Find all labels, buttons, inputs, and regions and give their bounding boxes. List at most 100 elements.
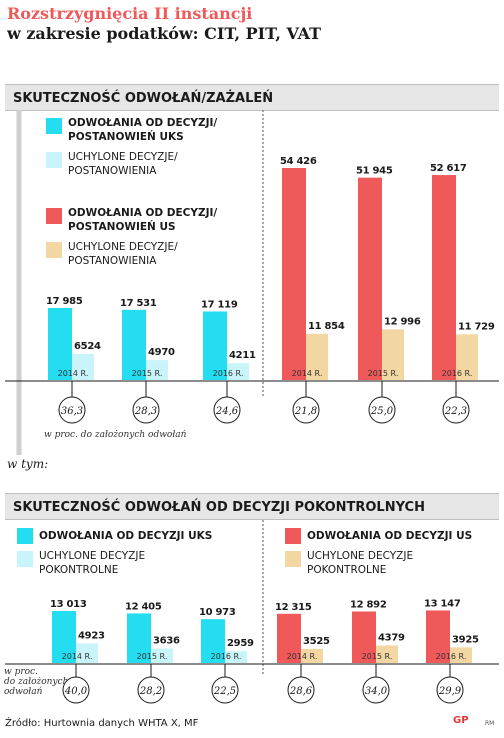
value-label-us-revoked-3: 3925 — [452, 634, 479, 645]
percent-label-us-2: 25,0 — [370, 406, 394, 417]
year-label-uks-3: 2016 R. — [211, 652, 242, 661]
bar-uks-appeals-3 — [203, 311, 227, 380]
percent-circle-uks-1 — [58, 396, 86, 424]
bar-us-appeals-1 — [277, 613, 301, 663]
bar-uks-revoked-3 — [225, 651, 247, 663]
year-label-uks-3: 2016 R. — [213, 369, 244, 378]
bar-us-appeals-2 — [358, 177, 382, 380]
value-label-uks-appeals-2: 17 531 — [120, 298, 157, 309]
year-label-us-2: 2015 R. — [362, 652, 393, 661]
value-label-us-revoked-1: 11 854 — [308, 321, 345, 332]
year-label-us-1: 2014 R. — [287, 652, 318, 661]
value-label-uks-revoked-3: 4211 — [229, 350, 256, 361]
bar-us-revoked-1 — [306, 333, 328, 380]
year-label-us-2: 2015 R. — [368, 369, 399, 378]
value-label-uks-revoked-2: 3636 — [153, 635, 180, 646]
year-label-uks-2: 2015 R. — [137, 652, 168, 661]
percent-circle-us-2 — [362, 676, 390, 704]
value-label-uks-appeals-1: 13 013 — [50, 599, 87, 610]
value-label-us-appeals-1: 54 426 — [280, 156, 317, 167]
percent-circle-uks-2 — [132, 396, 160, 424]
value-label-us-revoked-2: 4379 — [378, 633, 405, 644]
legend2-label-uks-appeals: ODWOŁANIA OD DECYZJI UKS — [39, 530, 213, 542]
year-label-us-3: 2016 R. — [436, 652, 467, 661]
percent-label-uks-1: 36,3 — [61, 406, 83, 417]
percent-label-us-1: 21,8 — [294, 406, 317, 417]
percent-label-uks-2: 28,2 — [139, 686, 162, 697]
in-which-label: w tym: — [7, 457, 49, 471]
value-label-uks-revoked-1: 6524 — [74, 341, 101, 352]
bar-us-appeals-3 — [426, 610, 450, 663]
value-label-uks-appeals-3: 17 119 — [201, 299, 238, 310]
value-label-us-appeals-1: 12 315 — [275, 602, 312, 613]
percent-label-uks-2: 28,3 — [134, 406, 157, 417]
legend2-swatch-uks-revoked — [17, 551, 33, 567]
value-label-uks-revoked-3: 2959 — [227, 638, 254, 649]
bar-uks-appeals-2 — [127, 613, 151, 663]
percent-circle-uks-1 — [62, 676, 90, 704]
publisher-logo: GP — [453, 715, 469, 726]
bar-uks-appeals-1 — [48, 308, 72, 380]
percent-label-us-1: 28,6 — [289, 686, 313, 697]
bar-uks-appeals-2 — [122, 309, 146, 380]
bar-uks-revoked-2 — [151, 648, 173, 663]
percent-label-us-3: 29,9 — [438, 686, 462, 697]
legend-swatch-us-revoked — [46, 242, 62, 258]
year-label-uks-1: 2014 R. — [58, 369, 89, 378]
value-label-us-appeals-2: 12 892 — [350, 599, 387, 610]
percent-circle-uks-3 — [213, 396, 241, 424]
percent-circle-uks-3 — [211, 676, 239, 704]
year-label-uks-2: 2015 R. — [132, 369, 163, 378]
source-note: Źródło: Hurtownia danych WHTA X, MF — [5, 718, 199, 729]
percent-circle-uks-2 — [137, 676, 165, 704]
legend-swatch-us-appeals — [46, 208, 62, 224]
value-label-uks-appeals-1: 17 985 — [46, 296, 83, 307]
percent-label-uks-1: 40,0 — [64, 686, 88, 697]
percent-label-us-2: 34,0 — [365, 686, 388, 697]
bar-uks-revoked-1 — [76, 643, 98, 663]
value-label-uks-revoked-2: 4970 — [148, 347, 175, 358]
percent-circle-us-1 — [287, 676, 315, 704]
value-label-uks-appeals-2: 12 405 — [125, 601, 162, 612]
bar-uks-appeals-1 — [52, 611, 76, 663]
bar-us-revoked-3 — [456, 334, 478, 380]
legend-swatch-uks-appeals — [46, 118, 62, 134]
percent-circle-us-1 — [292, 396, 320, 424]
percent-circle-us-2 — [368, 396, 396, 424]
legend-label-us-appeals: ODWOŁANIA OD DECYZJI/ POSTANOWIEŃ US — [68, 207, 218, 233]
year-label-us-1: 2014 R. — [292, 369, 323, 378]
chart-title-line1: Rozstrzygnięcia II instancji — [7, 4, 253, 23]
percent-note-2: w proc. do założonych odwołań — [4, 667, 69, 697]
chart-title-line2: w zakresie podatków: CIT, PIT, VAT — [7, 24, 322, 43]
legend2-label-us-appeals: ODWOŁANIA OD DECYZJI US — [307, 530, 473, 542]
percent-circle-us-3 — [442, 396, 470, 424]
legend2-label-uks-revoked: UCHYLONE DECYZJE POKONTROLNE — [39, 550, 146, 576]
bar-uks-appeals-3 — [201, 619, 225, 663]
year-label-us-3: 2016 R. — [442, 369, 473, 378]
bar-uks-revoked-2 — [146, 360, 168, 380]
legend2-swatch-us-revoked — [285, 551, 301, 567]
bar-us-revoked-1 — [301, 648, 323, 663]
value-label-us-appeals-3: 13 147 — [424, 598, 461, 609]
value-label-us-appeals-3: 52 617 — [430, 163, 467, 174]
percent-label-uks-3: 24,6 — [215, 406, 239, 417]
legend2-swatch-uks-appeals — [17, 528, 33, 544]
year-label-uks-1: 2014 R. — [62, 652, 93, 661]
section2-banner: SKUTECZNOŚĆ ODWOŁAŃ OD DECYZJI POKONTROL… — [5, 493, 499, 520]
percent-label-us-3: 22,3 — [444, 406, 467, 417]
value-label-us-revoked-2: 12 996 — [384, 316, 421, 327]
legend-label-uks-revoked: UCHYLONE DECYZJE/ POSTANOWIENIA — [68, 151, 178, 177]
bar-us-appeals-3 — [432, 175, 456, 380]
legend-label-us-revoked: UCHYLONE DECYZJE/ POSTANOWIENIA — [68, 241, 178, 267]
bar-us-revoked-2 — [382, 329, 404, 380]
bar-us-appeals-2 — [352, 611, 376, 663]
value-label-us-revoked-3: 11 729 — [458, 321, 495, 332]
value-label-uks-revoked-1: 4923 — [78, 630, 105, 641]
bar-uks-revoked-1 — [72, 353, 94, 380]
value-label-us-appeals-2: 51 945 — [356, 166, 393, 177]
bar-uks-revoked-3 — [227, 363, 249, 380]
bar-us-revoked-3 — [450, 647, 472, 663]
bar-us-revoked-2 — [376, 645, 398, 663]
section1-banner: SKUTECZNOŚĆ ODWOŁAŃ/ZAŻALEŃ — [5, 84, 499, 111]
